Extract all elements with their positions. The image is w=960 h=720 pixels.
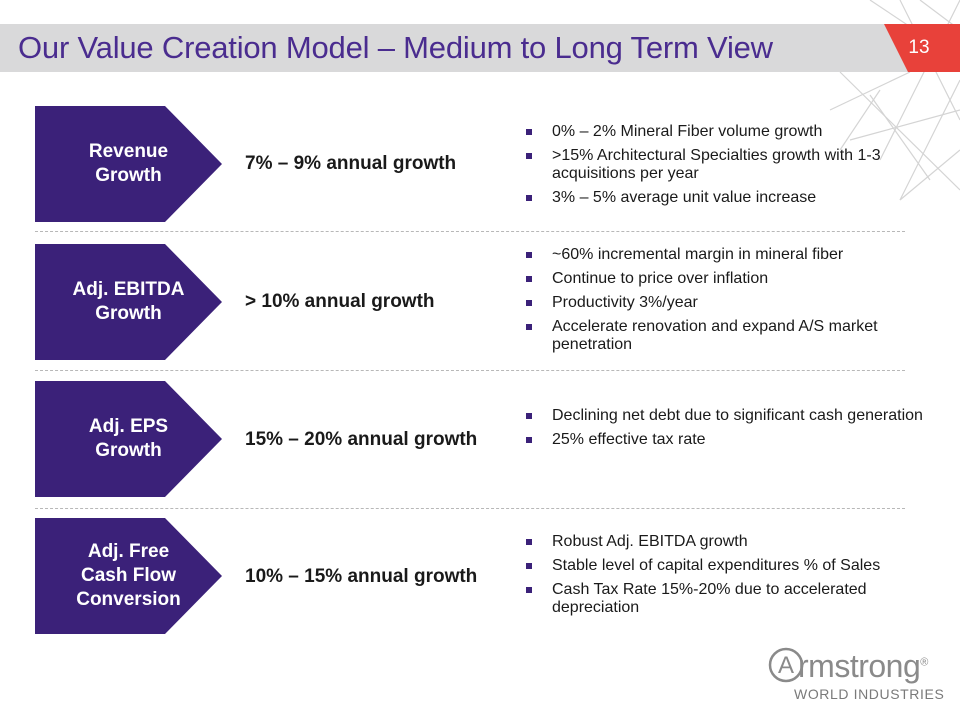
bullet-item: 3% – 5% average unit value increase [524,189,944,207]
row-divider [35,508,905,509]
row-divider [35,231,905,232]
target-adj-ebitda-growth: > 10% annual growth [245,291,435,312]
bullet-square-icon [526,539,532,545]
bullet-item: Productivity 3%/year [524,294,944,312]
armstrong-logo-mark: A [768,647,804,683]
chevron-label: Adj. EPS Growth [88,416,169,461]
bullet-list-eps: Declining net debt due to significant ca… [524,407,944,455]
slide-title: Our Value Creation Model – Medium to Lon… [18,30,773,65]
bullet-list-revenue: 0% – 2% Mineral Fiber volume growth >15%… [524,123,944,213]
page-number-badge [884,24,960,72]
bullet-item: Declining net debt due to significant ca… [524,407,944,425]
bullet-list-ebitda: ~60% incremental margin in mineral fiber… [524,246,944,360]
bullet-square-icon [526,587,532,593]
bullet-item: 25% effective tax rate [524,431,944,449]
bullet-square-icon [526,324,532,330]
bullet-square-icon [526,129,532,135]
bullet-item: Stable level of capital expenditures % o… [524,557,944,575]
bullet-square-icon [526,437,532,443]
target-adj-fcf-conversion: 10% – 15% annual growth [245,566,478,587]
target-revenue-growth: 7% – 9% annual growth [245,153,457,174]
bullet-item: Accelerate renovation and expand A/S mar… [524,318,944,354]
bullet-square-icon [526,195,532,201]
bullet-square-icon [526,252,532,258]
svg-text:A: A [778,652,794,679]
bullet-square-icon [526,563,532,569]
bullet-square-icon [526,276,532,282]
chevron-label: Adj. EBITDA Growth [72,279,185,324]
row-divider [35,370,905,371]
bullet-item: 0% – 2% Mineral Fiber volume growth [524,123,944,141]
bullet-item: Continue to price over inflation [524,270,944,288]
armstrong-logo-word: rmstrong® [798,648,928,684]
title-bar [0,24,960,72]
chevron-label: Adj. Free Cash Flow Conversion [76,541,181,610]
chevron-adj-eps-growth: Adj. EPS Growth [35,381,222,497]
bullet-square-icon [526,300,532,306]
bullet-item: ~60% incremental margin in mineral fiber [524,246,944,264]
bullet-item: Cash Tax Rate 15%-20% due to accelerated… [524,581,944,617]
chevron-label: Revenue Growth [88,141,169,186]
bullet-list-fcf: Robust Adj. EBITDA growth Stable level o… [524,533,944,623]
bullet-square-icon [526,413,532,419]
bullet-square-icon [526,153,532,159]
bullet-item: >15% Architectural Specialties growth wi… [524,147,944,183]
logo-subtitle: WORLD INDUSTRIES [794,686,945,702]
page-number: 13 [908,37,930,58]
target-adj-eps-growth: 15% – 20% annual growth [245,429,478,450]
bullet-item: Robust Adj. EBITDA growth [524,533,944,551]
